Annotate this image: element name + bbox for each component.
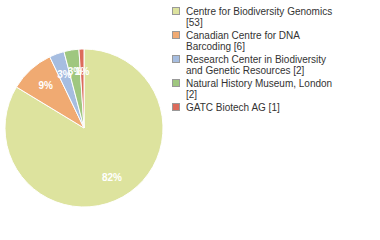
- svg-text:82%: 82%: [102, 172, 122, 183]
- html-text:Centre for Biodiversity Genomi: Centre for Biodiversity Genomics [53]: [186, 6, 333, 28]
- svg-text:3%: 3%: [57, 69, 72, 81]
- html-text:GATC Biotech AG [1]: GATC Biotech AG [1]: [186, 102, 280, 113]
- html-text:Natural History Museum, London: Natural History Museum, London [2]: [186, 78, 333, 100]
- svg-text:9%: 9%: [39, 80, 54, 91]
- html-text:Canadian Centre for DNA Barcod: Canadian Centre for DNA Barcoding [6]: [186, 30, 300, 52]
- html-text:Research Center in Biodiversit: Research Center in Biodiversity and Gene…: [186, 54, 327, 76]
- svg-text:1%: 1%: [75, 66, 90, 77]
